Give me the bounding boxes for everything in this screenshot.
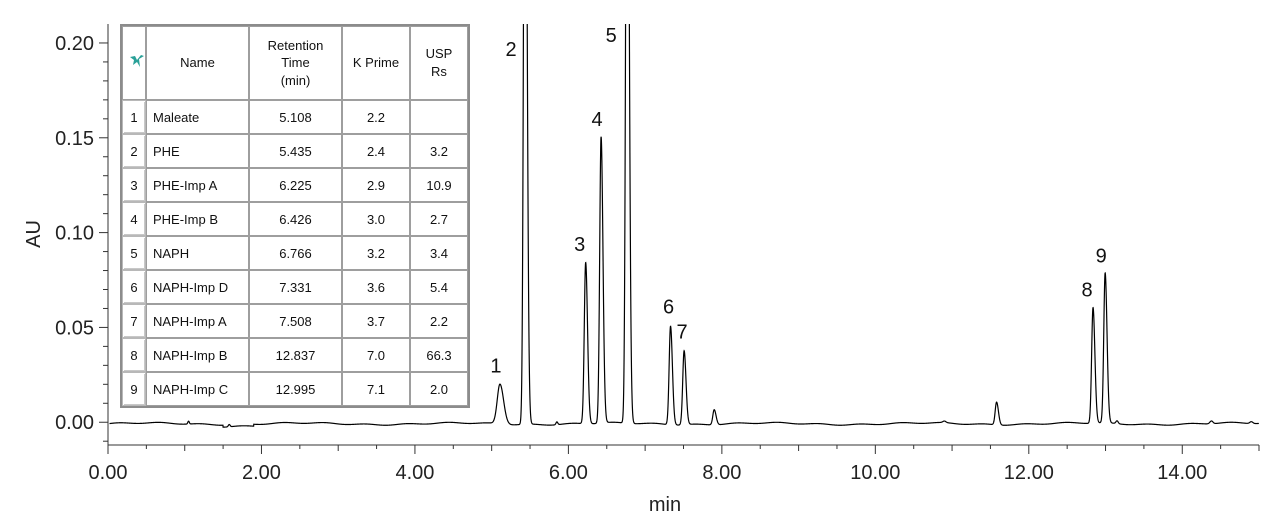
table-row: 2 PHE 5.435 2.4 3.2: [122, 134, 468, 168]
table-logo-cell: [122, 26, 146, 100]
k-prime-cell: 2.4: [342, 134, 410, 168]
rt-header-line2: Time: [281, 55, 310, 71]
usp-rs-cell: 3.4: [410, 236, 468, 270]
compound-name-cell: Maleate: [146, 100, 249, 134]
waters-logo-icon: [130, 54, 144, 67]
usp-rs-cell: 66.3: [410, 338, 468, 372]
row-index-cell: 2: [122, 134, 146, 168]
retention-time-cell: 6.766: [249, 236, 342, 270]
row-index-cell: 9: [122, 372, 146, 406]
usp-rs-cell: 10.9: [410, 168, 468, 202]
x-tick-label: 12.00: [1004, 462, 1054, 484]
x-tick-label: 10.00: [850, 462, 900, 484]
peak-label: 3: [574, 234, 585, 256]
x-tick-label: 2.00: [242, 462, 281, 484]
k-prime-cell: 3.6: [342, 270, 410, 304]
table-header-name: Name: [146, 26, 249, 100]
k-prime-cell: 7.1: [342, 372, 410, 406]
x-tick-label: 14.00: [1157, 462, 1207, 484]
rt-header-line3: (min): [280, 72, 311, 88]
table-row: 4 PHE-Imp B 6.426 3.0 2.7: [122, 202, 468, 236]
compound-name-cell: PHE: [146, 134, 249, 168]
table-row: 6 NAPH-Imp D 7.331 3.6 5.4: [122, 270, 468, 304]
retention-time-cell: 7.508: [249, 304, 342, 338]
compound-name-cell: NAPH-Imp A: [146, 304, 249, 338]
rt-header-line1: Retention: [267, 37, 324, 53]
y-tick-label: 0.10: [55, 223, 94, 245]
k-prime-cell: 7.0: [342, 338, 410, 372]
table-row: 1 Maleate 5.108 2.2: [122, 100, 468, 134]
peak-table-body: 1 Maleate 5.108 2.2 2 PHE 5.435 2.4 3.2 3 PHE-Imp …: [122, 100, 468, 406]
usp-header-line2: Rs: [431, 64, 447, 79]
row-index-cell: 5: [122, 236, 146, 270]
y-axis-title: AU: [23, 220, 45, 248]
k-prime-cell: 2.2: [342, 100, 410, 134]
usp-header-line1: USP: [425, 46, 453, 62]
retention-time-cell: 12.995: [249, 372, 342, 406]
retention-time-cell: 6.225: [249, 168, 342, 202]
usp-rs-cell: 5.4: [410, 270, 468, 304]
compound-name-cell: NAPH-Imp D: [146, 270, 249, 304]
usp-rs-cell: 2.2: [410, 304, 468, 338]
peak-label: 1: [490, 355, 501, 377]
peak-label: 4: [592, 109, 603, 131]
peak-table-panel: Name Retention Time (min) K Prime USP Rs…: [120, 24, 470, 408]
row-index-cell: 4: [122, 202, 146, 236]
row-index-cell: 6: [122, 270, 146, 304]
peak-label: 5: [606, 25, 617, 47]
k-prime-cell: 3.0: [342, 202, 410, 236]
k-prime-cell: 3.2: [342, 236, 410, 270]
retention-time-cell: 5.435: [249, 134, 342, 168]
trace-layer: [109, 24, 1259, 428]
x-tick-label: 4.00: [395, 462, 434, 484]
x-tick-label: 6.00: [549, 462, 588, 484]
table-header-usp-rs: USP Rs: [410, 26, 468, 100]
usp-rs-cell: 2.0: [410, 372, 468, 406]
peak-label: 6: [663, 297, 674, 319]
x-axis-title: min: [649, 494, 681, 516]
peak-table-header-row: Name Retention Time (min) K Prime USP Rs: [122, 26, 468, 100]
compound-name-cell: NAPH: [146, 236, 249, 270]
axes: 0.00 2.00 4.00 6.00 8.00 10.00 12.00 14.00 0.00 0…: [55, 24, 1260, 484]
y-tick-label: 0.05: [55, 317, 94, 339]
row-index-cell: 8: [122, 338, 146, 372]
k-prime-cell: 3.7: [342, 304, 410, 338]
compound-name-cell: NAPH-Imp C: [146, 372, 249, 406]
peak-label: 7: [677, 321, 688, 343]
table-row: 7 NAPH-Imp A 7.508 3.7 2.2: [122, 304, 468, 338]
peak-label: 8: [1081, 280, 1092, 302]
peak-table: Name Retention Time (min) K Prime USP Rs…: [122, 26, 468, 406]
x-tick-label: 8.00: [702, 462, 741, 484]
compound-name-cell: NAPH-Imp B: [146, 338, 249, 372]
compound-name-cell: PHE-Imp A: [146, 168, 249, 202]
table-row: 8 NAPH-Imp B 12.837 7.0 66.3: [122, 338, 468, 372]
compound-name-cell: PHE-Imp B: [146, 202, 249, 236]
row-index-cell: 7: [122, 304, 146, 338]
table-header-retention-time: Retention Time (min): [249, 26, 342, 100]
retention-time-cell: 5.108: [249, 100, 342, 134]
row-index-cell: 3: [122, 168, 146, 202]
usp-rs-cell: [410, 100, 468, 134]
usp-rs-cell: 3.2: [410, 134, 468, 168]
table-row: 5 NAPH 6.766 3.2 3.4: [122, 236, 468, 270]
retention-time-cell: 7.331: [249, 270, 342, 304]
usp-rs-cell: 2.7: [410, 202, 468, 236]
y-tick-label: 0.15: [55, 128, 94, 150]
chromatogram-trace: [109, 24, 1259, 428]
peak-label: 9: [1096, 245, 1107, 267]
retention-time-cell: 12.837: [249, 338, 342, 372]
retention-time-cell: 6.426: [249, 202, 342, 236]
k-prime-cell: 2.9: [342, 168, 410, 202]
row-index-cell: 1: [122, 100, 146, 134]
x-tick-label: 0.00: [89, 462, 128, 484]
table-row: 3 PHE-Imp A 6.225 2.9 10.9: [122, 168, 468, 202]
y-tick-label: 0.20: [55, 33, 94, 55]
peak-label: 2: [505, 39, 516, 61]
table-header-k-prime: K Prime: [342, 26, 410, 100]
table-row: 9 NAPH-Imp C 12.995 7.1 2.0: [122, 372, 468, 406]
y-tick-label: 0.00: [55, 412, 94, 434]
